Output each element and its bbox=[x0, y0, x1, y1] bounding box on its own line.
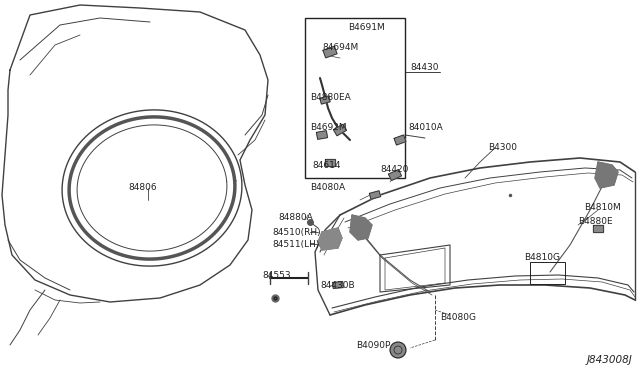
Circle shape bbox=[390, 342, 406, 358]
Polygon shape bbox=[318, 228, 342, 250]
Text: 84614: 84614 bbox=[312, 160, 340, 170]
Text: B4080G: B4080G bbox=[440, 314, 476, 323]
Polygon shape bbox=[333, 124, 346, 136]
Text: B4810M: B4810M bbox=[584, 203, 621, 212]
Text: 84880A: 84880A bbox=[278, 214, 313, 222]
Text: J843008J: J843008J bbox=[586, 355, 632, 365]
Polygon shape bbox=[333, 282, 343, 288]
Polygon shape bbox=[316, 131, 328, 140]
Polygon shape bbox=[350, 215, 372, 240]
Text: 84553: 84553 bbox=[262, 270, 291, 279]
Text: 84511(LH): 84511(LH) bbox=[272, 241, 319, 250]
Polygon shape bbox=[320, 96, 330, 104]
Polygon shape bbox=[388, 170, 401, 180]
Text: B4692M: B4692M bbox=[310, 124, 347, 132]
Text: 84430B: 84430B bbox=[320, 280, 355, 289]
Text: 84806: 84806 bbox=[128, 183, 157, 192]
Text: B4691M: B4691M bbox=[348, 23, 385, 32]
Polygon shape bbox=[323, 46, 337, 58]
Polygon shape bbox=[593, 224, 603, 231]
Text: B4880E: B4880E bbox=[578, 218, 612, 227]
Text: 84510(RH): 84510(RH) bbox=[272, 228, 321, 237]
Text: B4080A: B4080A bbox=[310, 183, 345, 192]
Text: 84430: 84430 bbox=[410, 64, 438, 73]
Polygon shape bbox=[595, 162, 618, 188]
Text: 84420: 84420 bbox=[380, 166, 408, 174]
Bar bbox=[305, 18, 405, 178]
Polygon shape bbox=[325, 158, 335, 166]
Text: B4810G: B4810G bbox=[524, 253, 560, 263]
Polygon shape bbox=[369, 191, 381, 199]
Text: 84010A: 84010A bbox=[408, 124, 443, 132]
Text: 84694M: 84694M bbox=[322, 44, 358, 52]
Text: B4880EA: B4880EA bbox=[310, 93, 351, 103]
Text: B4300: B4300 bbox=[488, 144, 517, 153]
Bar bbox=[530, 262, 565, 284]
Text: B4090P: B4090P bbox=[356, 340, 390, 350]
Polygon shape bbox=[394, 135, 406, 145]
